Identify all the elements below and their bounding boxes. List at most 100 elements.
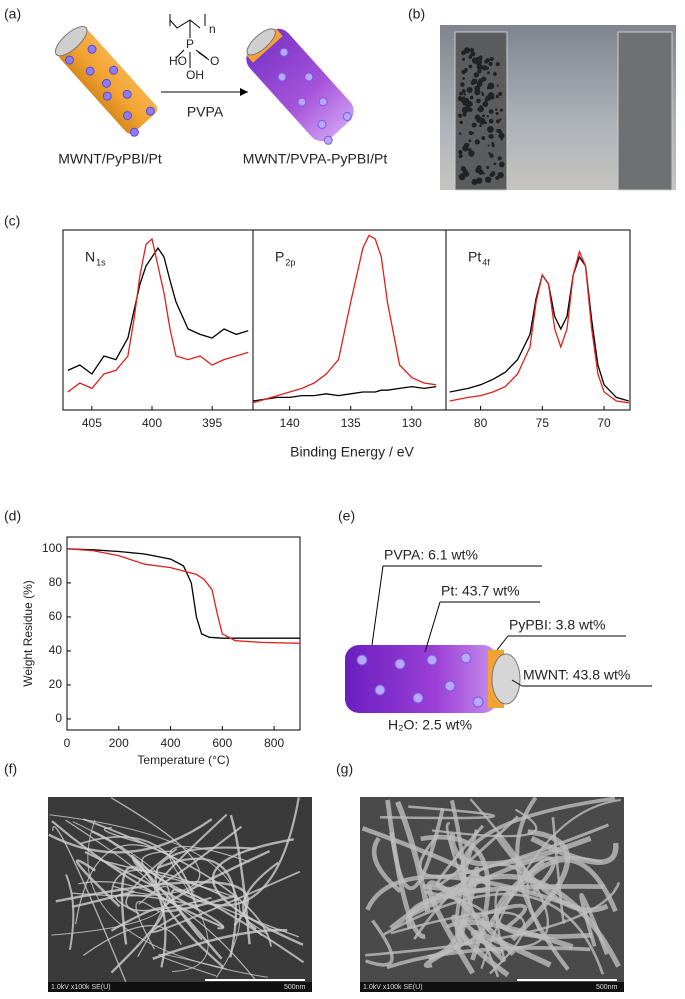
fiber [494,887,515,962]
fiber [451,914,506,963]
structure-ho: HO [169,54,187,68]
scale-label: 500nm [284,984,306,991]
aggregate [474,89,481,96]
aggregate [468,139,472,143]
aggregate [464,171,470,177]
aggregate [488,134,492,138]
panel-label: (a) [4,6,21,22]
panel-label: (f) [4,761,17,777]
structure-p: P [186,37,194,51]
aggregate [489,153,494,158]
subplot-title: N [85,249,95,265]
aggregate [463,93,466,96]
info-bar [360,982,624,992]
plot-frame [66,536,301,731]
tube [345,645,497,713]
fiber [530,835,619,865]
tube-pvpa [246,28,354,145]
water-label: H₂O: 2.5 wt% [388,717,472,733]
aggregate [488,118,494,124]
aggregate [481,93,485,96]
x-tick-label: 130 [402,416,422,430]
aggregate [481,76,487,82]
fiber [413,863,537,940]
aggregate [496,119,501,124]
aggregate [498,91,503,96]
fiber [82,925,182,956]
x-tick-label: 140 [280,416,300,430]
aggregate [482,114,485,118]
aggregate [475,168,480,174]
aggregate [476,80,483,87]
mwnt-end [491,653,521,705]
pvpa-label: PVPA: 6.1 wt% [384,547,478,563]
data-line [252,234,437,404]
aggregate [462,96,465,99]
fiber [152,928,288,960]
fiber [484,857,618,932]
arrow-head [240,88,248,96]
aggregate [468,55,473,59]
aggregate [470,80,476,86]
aggregate [495,62,500,67]
y-tick-label: 0 [55,711,62,725]
aggregate [488,152,491,155]
fiber [48,818,213,854]
data-line [67,237,249,393]
data-line [449,249,629,404]
fiber [87,819,268,978]
fiber [75,859,121,908]
structure-n: n [209,22,216,36]
panel-label: (b) [408,6,425,22]
pvpa-structure [161,14,248,93]
structure-oh: OH [186,68,204,82]
aggregate [462,112,467,117]
reactant-label: MWNT/PyPBI/Pt [58,151,162,167]
reagent: PVPA [187,104,224,120]
aggregate [466,86,473,93]
leader-lines [371,565,652,687]
sem-info: 1.0kV x100k SE(U) [51,984,111,991]
aggregate [457,113,463,118]
fiber [83,818,273,947]
subplot-title-sub: 2p [285,257,295,267]
aggregate [458,154,463,159]
aggregate [491,142,495,146]
fiber [161,849,271,913]
aggregate [495,108,498,111]
aggregate [477,68,482,74]
aggregate [475,56,482,64]
x-tick-label: 400 [161,736,181,750]
aggregate [476,98,481,104]
fiber [395,800,431,913]
aggregate [458,149,463,155]
aggregate [471,178,478,185]
aggregate [499,118,502,121]
fiber [389,807,445,891]
aggregate [498,129,502,132]
fiber [52,826,127,982]
aggregate [498,161,505,168]
aggregate [497,156,502,161]
aggregate [478,107,484,113]
y-tick-label: 80 [49,575,63,589]
aggregate [474,139,480,145]
panel-label: (d) [4,508,21,524]
aggregate [462,97,470,105]
aggregate [489,172,494,177]
tube-pypbi [54,25,158,137]
subplot-title: Pt [468,249,481,265]
aggregate [486,165,490,169]
aggregate [487,144,490,147]
aggregate [459,120,463,125]
fiber [446,903,528,929]
x-tick-label: 70 [597,416,611,430]
panel-label: (e) [338,508,355,524]
aggregate [484,59,489,64]
structure-bonds [175,49,210,68]
fiber [137,885,169,957]
aggregate [495,94,499,99]
aggregate [489,57,494,61]
fiber [49,814,241,979]
subplot-title-sub: 4f [482,257,490,267]
